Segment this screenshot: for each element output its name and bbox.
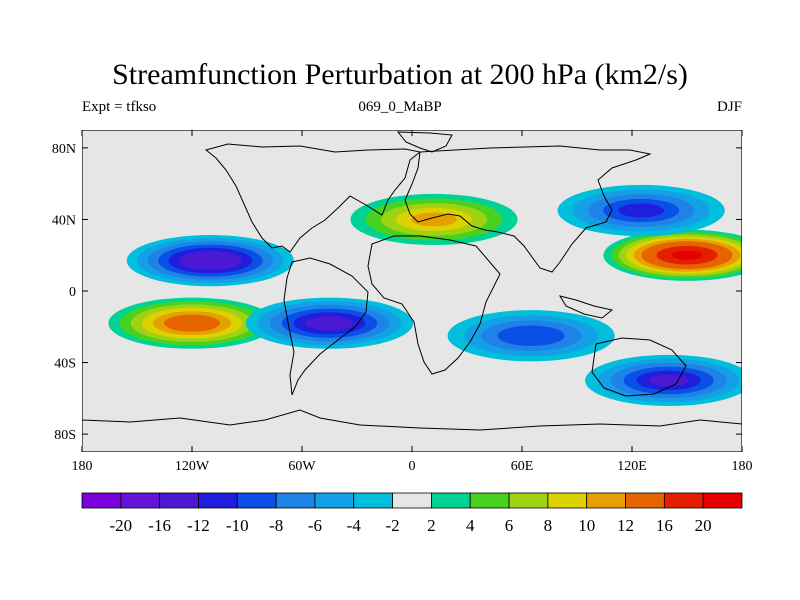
x-axis: 180 120W 60W 0 60E 120E 180 [72, 130, 753, 474]
contour-band [671, 250, 703, 260]
colorbar-label: 12 [617, 516, 634, 535]
field-anomaly [447, 310, 615, 362]
north-america-outline [204, 143, 422, 253]
colorbar-label: 4 [466, 516, 475, 535]
colorbar-swatch [431, 492, 471, 509]
map-plot-area [82, 130, 742, 452]
colorbar-label: 6 [505, 516, 514, 535]
y-tick-label: 40S [54, 357, 76, 372]
colorbar-swatch [198, 492, 238, 509]
field-anomaly [585, 354, 742, 407]
case-label: 069_0_MaBP [358, 99, 442, 115]
greenland-outline [396, 131, 453, 153]
colorbar-swatch [663, 492, 704, 509]
contour-band [305, 315, 354, 331]
contour-band [649, 374, 688, 387]
colorbar-swatch [625, 492, 665, 509]
eurasia-outline [404, 145, 652, 273]
y-tick-label: 80N [52, 142, 76, 157]
colorbar-label: 8 [544, 516, 553, 535]
colorbar-swatch [469, 492, 510, 509]
colorbar-swatch [275, 492, 316, 509]
colorbar-label: 2 [427, 516, 436, 535]
continent-outlines [82, 131, 742, 431]
colorbar-swatch [547, 492, 588, 509]
x-tick-label: 60W [288, 459, 316, 474]
contour-band [178, 250, 242, 271]
colorbar-label: -2 [386, 516, 400, 535]
season-label: DJF [716, 99, 742, 115]
y-axis: 80N 40N 0 40S 80S [52, 142, 742, 443]
south-america-outline [283, 257, 369, 396]
field-anomaly [108, 297, 276, 349]
chart-title: Streamfunction Perturbation at 200 hPa (… [112, 58, 688, 91]
contour-band [618, 203, 664, 218]
colorbar-swatch [314, 492, 355, 509]
colorbar-label: 20 [695, 516, 712, 535]
africa-outline [367, 235, 501, 375]
colorbar-label: -10 [226, 516, 249, 535]
colorbar-swatch [702, 492, 743, 509]
colorbar-label: -8 [269, 516, 283, 535]
colorbar-swatch [159, 492, 199, 509]
contour-band [411, 212, 457, 227]
experiment-label: Expt = tfkso [82, 99, 157, 115]
colorbar-label: -16 [148, 516, 171, 535]
field-anomaly [603, 229, 742, 281]
colorbar-swatch [236, 492, 277, 509]
y-tick-label: 0 [69, 285, 76, 300]
y-tick-label: 80S [54, 428, 76, 443]
colorbar: -20 -16 -12 -10 -8 -6 -4 -2 2 4 6 8 10 12 16 20 [81, 492, 743, 535]
colorbar-swatch [120, 492, 161, 509]
x-tick-label: 60E [511, 459, 534, 474]
x-tick-label: 120W [175, 459, 210, 474]
colorbar-label: -12 [187, 516, 210, 535]
x-tick-label: 0 [409, 459, 416, 474]
colorbar-swatch [586, 492, 626, 509]
colorbar-label: -4 [347, 516, 362, 535]
colorbar-label: 10 [578, 516, 595, 535]
y-tick-label: 40N [52, 213, 76, 228]
colorbar-swatch [81, 492, 122, 509]
antarctica-outline [82, 409, 742, 431]
field-anomaly [350, 193, 518, 246]
maritime-continent-outline [558, 295, 614, 319]
field-anomaly [245, 297, 414, 349]
colorbar-swatch [508, 492, 549, 509]
australia-outline [591, 337, 687, 397]
x-tick-label: 120E [617, 459, 647, 474]
contour-band [497, 325, 565, 346]
field-anomaly [126, 234, 294, 287]
colorbar-label: 16 [656, 516, 673, 535]
x-tick-label: 180 [72, 459, 93, 474]
colorbar-swatch [353, 492, 393, 509]
field-anomaly [557, 184, 725, 237]
colorbar-label: -20 [109, 516, 132, 535]
colorbar-label: -6 [308, 516, 322, 535]
x-tick-label: 180 [732, 459, 753, 474]
colorbar-swatch [392, 492, 432, 509]
contour-band [164, 314, 220, 332]
